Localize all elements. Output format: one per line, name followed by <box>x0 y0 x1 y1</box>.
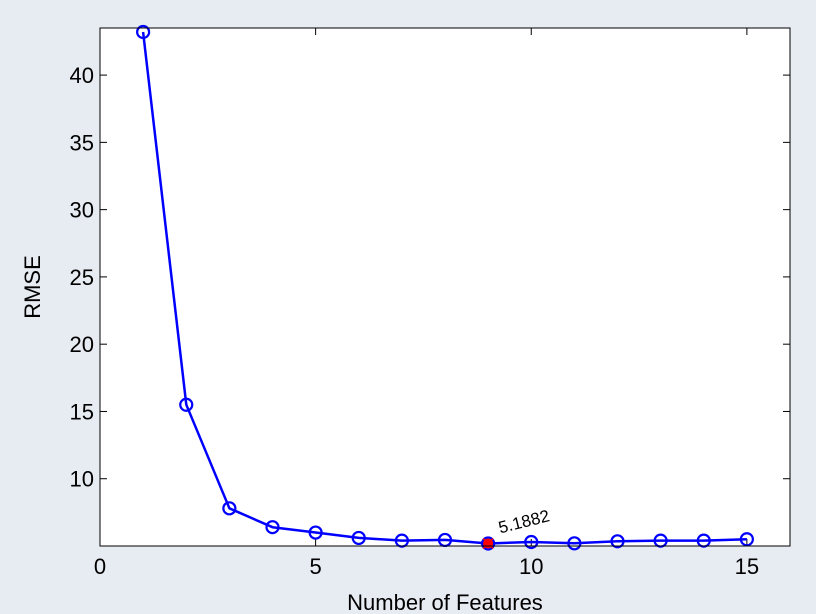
data-point-marker <box>739 532 754 547</box>
y-tick-label: 20 <box>70 332 94 357</box>
x-axis-label: Number of Features <box>347 590 543 614</box>
data-point-marker <box>696 533 711 548</box>
x-tick-label: 5 <box>310 554 322 579</box>
y-tick-label: 10 <box>70 467 94 492</box>
y-tick-label: 40 <box>70 63 94 88</box>
data-point-marker <box>222 501 237 516</box>
x-tick-label: 15 <box>735 554 759 579</box>
series-line <box>141 31 747 545</box>
data-point-marker <box>524 534 539 550</box>
data-point-marker <box>567 536 582 551</box>
y-tick-label: 35 <box>70 130 94 155</box>
data-point-marker <box>179 397 194 412</box>
y-tick-label: 25 <box>70 265 94 290</box>
y-tick-label: 30 <box>70 198 94 223</box>
data-point-marker <box>481 536 496 551</box>
data-point-marker <box>653 533 668 548</box>
x-tick-label: 10 <box>519 554 543 579</box>
data-point-marker <box>308 525 323 540</box>
data-point-marker <box>265 520 280 535</box>
data-point-marker <box>136 24 151 40</box>
y-axis-label: RMSE <box>20 255 45 319</box>
data-point-marker <box>394 533 409 548</box>
y-tick-label: 15 <box>70 399 94 424</box>
highlight-cross <box>482 537 494 549</box>
plot-area <box>100 28 790 546</box>
axes-box <box>99 27 791 547</box>
x-tick-label: 0 <box>94 554 106 579</box>
data-point-marker <box>610 534 625 549</box>
data-point-marker <box>351 530 366 546</box>
